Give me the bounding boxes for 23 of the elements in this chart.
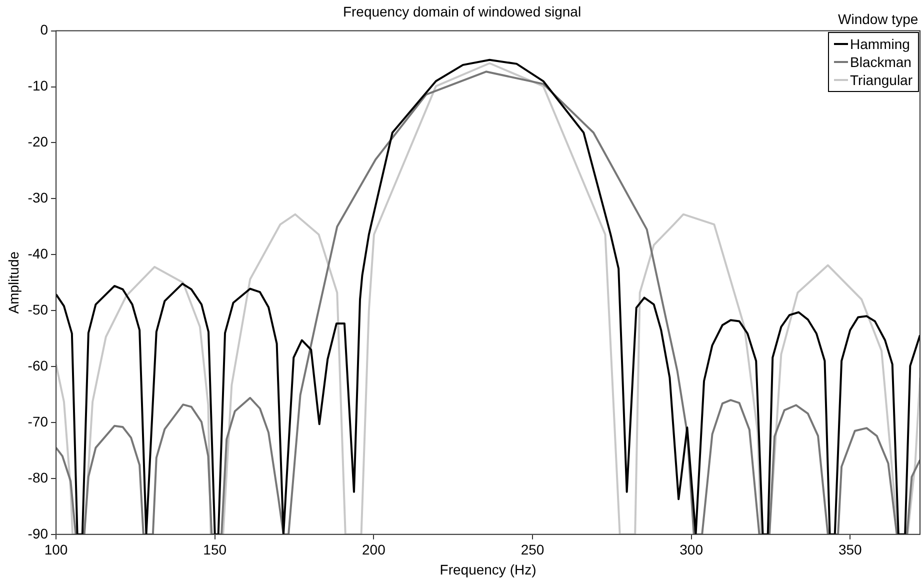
y-tick-label: -50: [28, 301, 48, 318]
legend-label: Blackman: [850, 54, 912, 70]
legend-label: Triangular: [850, 72, 913, 88]
x-tick-label: 100: [44, 542, 68, 558]
y-tick-label: -40: [28, 245, 48, 262]
chart-title: Frequency domain of windowed signal: [342, 3, 582, 20]
y-tick-label: -60: [28, 357, 48, 374]
x-tick-label: 350: [838, 542, 862, 558]
y-tick-label: 0: [40, 22, 48, 38]
x-tick-label: 300: [680, 542, 704, 558]
legend-label: Hamming: [850, 36, 910, 52]
y-tick-label: -10: [28, 78, 48, 94]
y-tick-label: -70: [28, 413, 48, 430]
x-tick-label: 250: [520, 542, 544, 558]
y-tick-label: -20: [28, 134, 48, 150]
y-tick-label: -90: [28, 525, 48, 542]
x-tick-label: 200: [362, 542, 386, 558]
y-tick-label: -80: [28, 469, 48, 486]
y-tick-label: -30: [28, 190, 48, 206]
x-axis-title: Frequency (Hz): [440, 561, 536, 578]
legend-title: Window type: [838, 10, 918, 27]
y-axis-title: Amplitude: [5, 251, 22, 314]
x-tick-label: 150: [203, 542, 227, 558]
